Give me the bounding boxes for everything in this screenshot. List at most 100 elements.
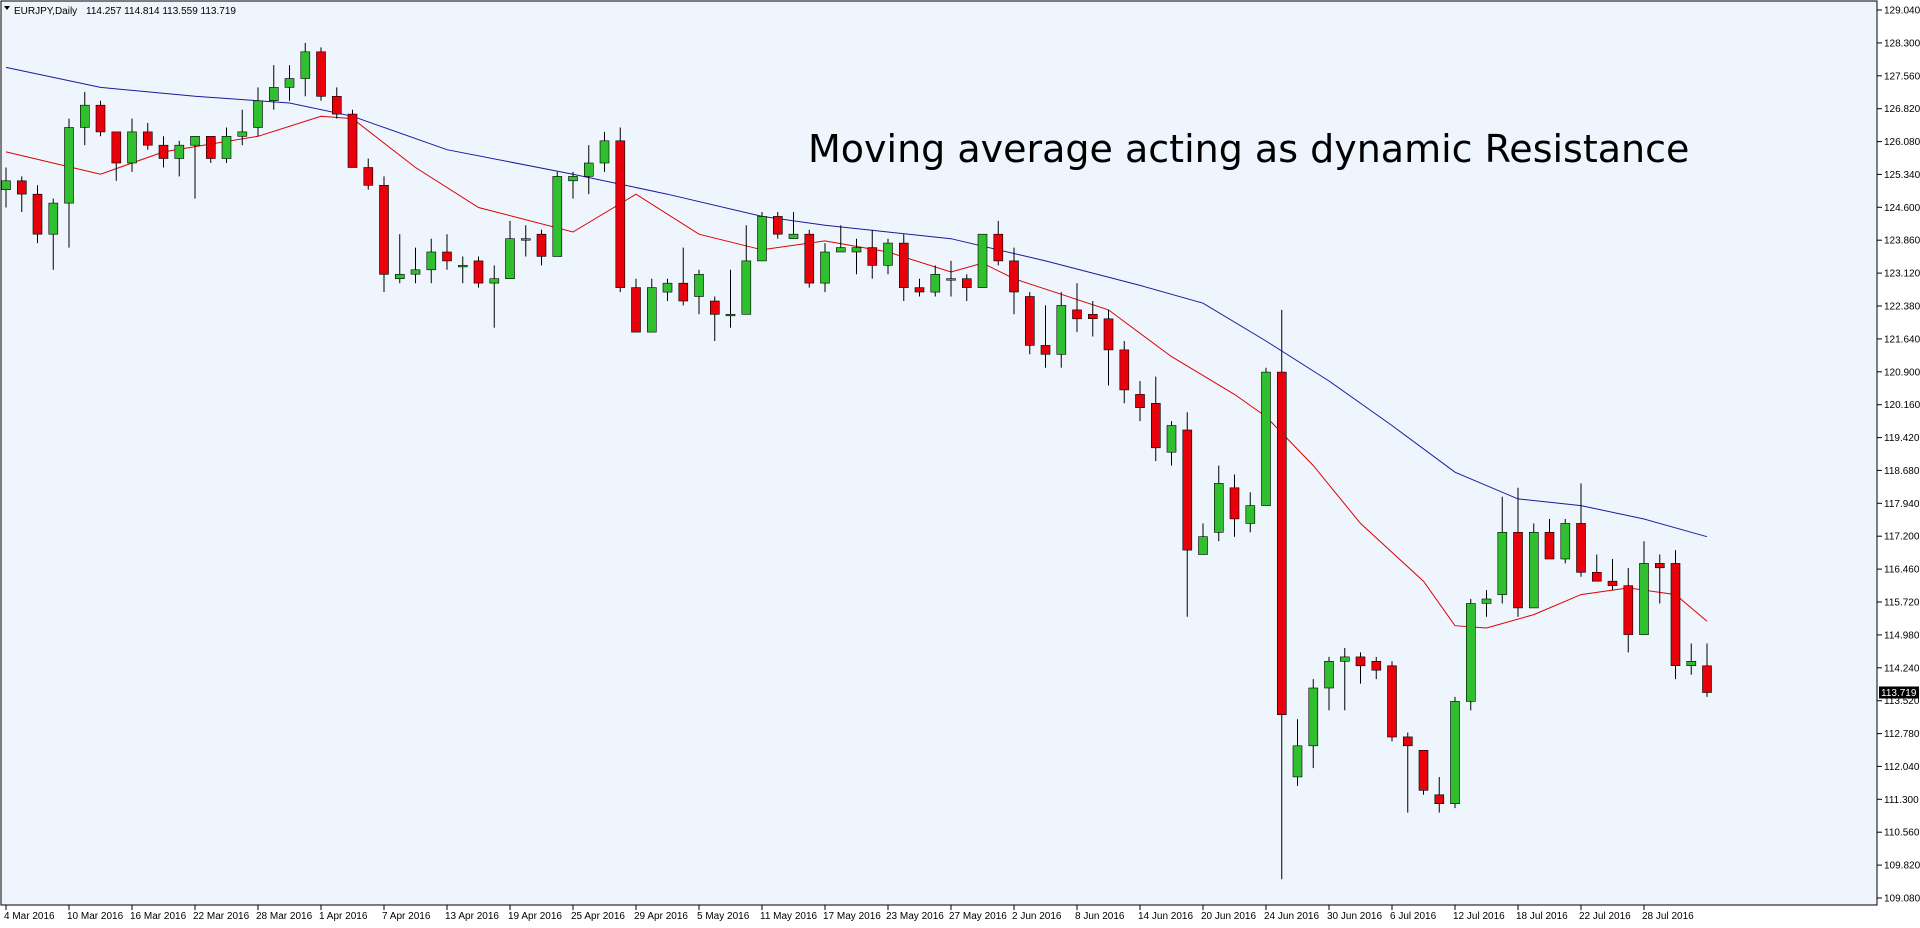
candle xyxy=(1403,732,1413,813)
y-tick-label: 126.820 xyxy=(1884,104,1920,115)
x-tick-label: 6 Jul 2016 xyxy=(1390,911,1437,922)
candle-body-bull xyxy=(1466,603,1476,702)
candle xyxy=(1497,496,1508,604)
candle xyxy=(678,247,689,306)
candle-body-bear xyxy=(1277,371,1287,716)
candle xyxy=(174,140,185,177)
candle-body-bear xyxy=(1623,585,1634,635)
candle-body-bull xyxy=(457,265,468,268)
y-tick-label: 112.040 xyxy=(1884,762,1920,773)
x-tick-label: 18 Jul 2016 xyxy=(1516,911,1568,922)
x-tick-label: 14 Jun 2016 xyxy=(1138,911,1193,922)
candle xyxy=(993,220,1004,266)
candle-body-bear xyxy=(442,251,452,262)
candle-body-bull xyxy=(300,51,311,79)
candle-body-bull xyxy=(1560,523,1571,560)
candle xyxy=(1355,652,1366,684)
candle-body-bear xyxy=(993,233,1004,262)
candle-body-bear xyxy=(709,300,720,315)
candle xyxy=(206,136,216,163)
candle xyxy=(615,127,626,293)
chart-menu-triangle-icon[interactable] xyxy=(4,6,10,10)
candle-body-bear xyxy=(615,140,626,288)
candle xyxy=(536,229,547,266)
candle-body-bull xyxy=(1324,660,1334,689)
candle xyxy=(851,238,862,275)
candle-body-bear xyxy=(347,113,358,168)
candle xyxy=(379,176,389,293)
chart-ohlc-values: 114.257 114.814 113.559 113.719 xyxy=(86,6,236,17)
y-tick-label: 112.780 xyxy=(1884,729,1920,740)
candle xyxy=(1544,519,1555,560)
candle-body-bear xyxy=(1670,563,1681,667)
candle xyxy=(111,131,122,181)
candle xyxy=(1607,559,1618,591)
candle xyxy=(1182,412,1193,617)
x-tick-label: 30 Jun 2016 xyxy=(1327,911,1382,922)
candle-body-bear xyxy=(1103,318,1114,351)
candle-body-bear xyxy=(1592,571,1602,582)
candle-body-bear xyxy=(1229,487,1240,520)
x-tick-label: 10 Mar 2016 xyxy=(67,911,124,922)
plot-area[interactable] xyxy=(0,0,1878,906)
candle xyxy=(316,47,326,101)
candle xyxy=(867,229,878,279)
chart-symbol-label: EURJPY,Daily xyxy=(14,6,77,17)
candle xyxy=(772,212,783,239)
x-tick-label: 24 Jun 2016 xyxy=(1264,911,1319,922)
candle xyxy=(725,269,736,328)
candle-body-bear xyxy=(961,278,972,288)
x-tick-label: 28 Mar 2016 xyxy=(256,911,313,922)
candle-body-bear xyxy=(1072,309,1082,320)
candles-layer xyxy=(1,42,1712,880)
candle xyxy=(662,278,673,301)
candle-body-bull xyxy=(1450,701,1460,805)
candle xyxy=(1292,719,1303,786)
candle xyxy=(1072,283,1082,333)
candle xyxy=(1166,421,1177,466)
y-tick-label: 127.560 xyxy=(1884,71,1920,82)
x-tick-label: 19 Apr 2016 xyxy=(508,911,562,922)
candle xyxy=(1670,550,1681,680)
y-tick-label: 114.980 xyxy=(1884,630,1920,641)
y-tick-label: 123.120 xyxy=(1884,269,1920,280)
candle xyxy=(1245,492,1256,533)
candle xyxy=(946,260,956,297)
candle xyxy=(1214,465,1224,542)
candle-body-bear xyxy=(1434,794,1445,804)
candle xyxy=(1340,648,1350,711)
candle xyxy=(1277,309,1287,880)
candle xyxy=(568,171,578,199)
candle xyxy=(1,167,11,208)
y-tick-label: 118.680 xyxy=(1884,466,1920,477)
candle-body-bear xyxy=(1607,580,1618,586)
candle-body-bull xyxy=(268,87,279,102)
candle-body-bear xyxy=(331,96,342,115)
candle-body-bull xyxy=(426,251,437,271)
candle-body-bull xyxy=(1497,531,1508,595)
candle xyxy=(1229,474,1240,537)
candle xyxy=(1702,643,1712,697)
candle xyxy=(583,145,594,195)
candle xyxy=(190,136,200,199)
x-tick-label: 5 May 2016 xyxy=(697,911,750,922)
y-tick-label: 109.080 xyxy=(1884,894,1920,905)
x-tick-label: 22 Jul 2016 xyxy=(1579,911,1631,922)
x-tick-label: 29 Apr 2016 xyxy=(634,911,688,922)
candle-body-bull xyxy=(835,247,846,253)
x-tick-label: 23 May 2016 xyxy=(886,911,944,922)
candle-body-bear xyxy=(316,51,326,97)
candle-body-bear xyxy=(206,136,216,159)
y-tick-label: 120.160 xyxy=(1884,400,1920,411)
candle-body-bull xyxy=(284,78,295,88)
candle xyxy=(709,296,720,341)
y-tick-label: 115.720 xyxy=(1884,598,1920,609)
y-tick-label: 113.520 xyxy=(1884,696,1920,707)
candle-body-bull xyxy=(788,233,799,239)
candle-body-bull xyxy=(221,136,232,159)
ma-slow-line xyxy=(5,66,1708,538)
y-tick-label: 125.340 xyxy=(1884,170,1920,181)
candle xyxy=(1686,643,1697,675)
